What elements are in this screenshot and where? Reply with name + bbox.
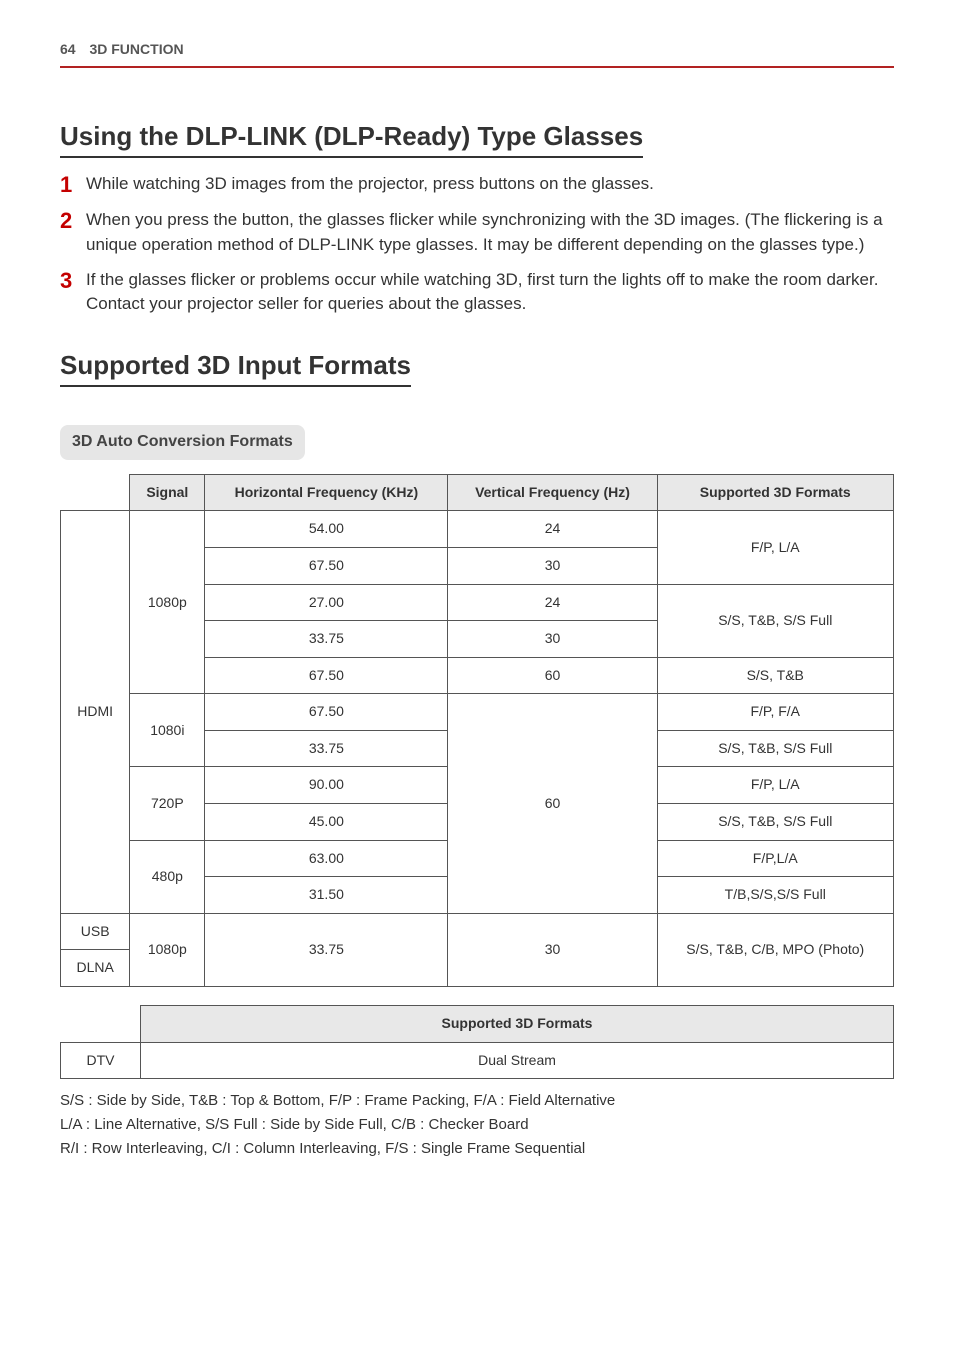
blank-cell bbox=[61, 1006, 141, 1043]
hfreq: 33.75 bbox=[205, 730, 448, 767]
signal-480p: 480p bbox=[130, 840, 205, 913]
vfreq: 30 bbox=[448, 913, 657, 986]
signal-1080p-b: 1080p bbox=[130, 913, 205, 986]
col-hfreq: Horizontal Frequency (KHz) bbox=[205, 474, 448, 511]
dtv-value: Dual Stream bbox=[141, 1042, 894, 1079]
table-row: DTV Dual Stream bbox=[61, 1042, 894, 1079]
signal-720p: 720P bbox=[130, 767, 205, 840]
fmt: F/P, L/A bbox=[657, 767, 894, 804]
fmt: S/S, T&B, S/S Full bbox=[657, 804, 894, 841]
signal-1080i: 1080i bbox=[130, 694, 205, 767]
table-row: HDMI 1080p 54.00 24 F/P, L/A bbox=[61, 511, 894, 548]
vfreq: 60 bbox=[448, 694, 657, 914]
hfreq: 27.00 bbox=[205, 584, 448, 621]
note-line: S/S : Side by Side, T&B : Top & Bottom, … bbox=[60, 1089, 894, 1113]
header-section: 3D FUNCTION bbox=[89, 41, 183, 57]
step-text: While watching 3D images from the projec… bbox=[86, 172, 894, 198]
hfreq: 31.50 bbox=[205, 877, 448, 914]
page-header: 64 3D FUNCTION bbox=[60, 40, 894, 68]
fmt: S/S, T&B, S/S Full bbox=[657, 584, 894, 657]
dtv-label: DTV bbox=[61, 1042, 141, 1079]
step-3: 3 If the glasses flicker or problems occ… bbox=[60, 268, 894, 317]
signal-1080p: 1080p bbox=[130, 511, 205, 694]
step-number: 3 bbox=[60, 268, 86, 317]
table-row: Supported 3D Formats bbox=[61, 1006, 894, 1043]
col-vfreq: Vertical Frequency (Hz) bbox=[448, 474, 657, 511]
source-hdmi: HDMI bbox=[61, 511, 130, 914]
source-usb: USB bbox=[61, 913, 130, 950]
hfreq: 67.50 bbox=[205, 694, 448, 731]
fmt: S/S, T&B, C/B, MPO (Photo) bbox=[657, 913, 894, 986]
hfreq: 67.50 bbox=[205, 547, 448, 584]
blank-header bbox=[61, 474, 130, 511]
vfreq: 30 bbox=[448, 547, 657, 584]
hfreq: 45.00 bbox=[205, 804, 448, 841]
step-text: If the glasses flicker or problems occur… bbox=[86, 268, 894, 317]
fmt: S/S, T&B, S/S Full bbox=[657, 730, 894, 767]
page-number: 64 bbox=[60, 41, 76, 57]
col-signal: Signal bbox=[130, 474, 205, 511]
table-row: 1080i 67.50 60 F/P, F/A bbox=[61, 694, 894, 731]
step-number: 1 bbox=[60, 172, 86, 198]
dtv-header: Supported 3D Formats bbox=[141, 1006, 894, 1043]
hfreq: 67.50 bbox=[205, 657, 448, 694]
fmt: T/B,S/S,S/S Full bbox=[657, 877, 894, 914]
hfreq: 54.00 bbox=[205, 511, 448, 548]
hfreq: 90.00 bbox=[205, 767, 448, 804]
source-dlna: DLNA bbox=[61, 950, 130, 987]
heading-formats: Supported 3D Input Formats bbox=[60, 347, 411, 387]
fmt: S/S, T&B bbox=[657, 657, 894, 694]
formats-table: Signal Horizontal Frequency (KHz) Vertic… bbox=[60, 474, 894, 987]
legend-notes: S/S : Side by Side, T&B : Top & Bottom, … bbox=[60, 1089, 894, 1161]
note-line: L/A : Line Alternative, S/S Full : Side … bbox=[60, 1113, 894, 1137]
table-row: USB 1080p 33.75 30 S/S, T&B, C/B, MPO (P… bbox=[61, 913, 894, 950]
vfreq: 30 bbox=[448, 621, 657, 658]
subheading-auto-conversion: 3D Auto Conversion Formats bbox=[60, 425, 305, 459]
vfreq: 24 bbox=[448, 511, 657, 548]
heading-glasses: Using the DLP-LINK (DLP-Ready) Type Glas… bbox=[60, 118, 643, 158]
col-formats: Supported 3D Formats bbox=[657, 474, 894, 511]
hfreq: 33.75 bbox=[205, 913, 448, 986]
dtv-table: Supported 3D Formats DTV Dual Stream bbox=[60, 1005, 894, 1079]
vfreq: 24 bbox=[448, 584, 657, 621]
vfreq: 60 bbox=[448, 657, 657, 694]
step-1: 1 While watching 3D images from the proj… bbox=[60, 172, 894, 198]
note-line: R/I : Row Interleaving, C/I : Column Int… bbox=[60, 1137, 894, 1161]
step-2: 2 When you press the button, the glasses… bbox=[60, 208, 894, 257]
fmt: F/P, F/A bbox=[657, 694, 894, 731]
step-text: When you press the button, the glasses f… bbox=[86, 208, 894, 257]
fmt: F/P, L/A bbox=[657, 511, 894, 584]
table-header-row: Signal Horizontal Frequency (KHz) Vertic… bbox=[61, 474, 894, 511]
fmt: F/P,L/A bbox=[657, 840, 894, 877]
hfreq: 33.75 bbox=[205, 621, 448, 658]
step-number: 2 bbox=[60, 208, 86, 257]
hfreq: 63.00 bbox=[205, 840, 448, 877]
